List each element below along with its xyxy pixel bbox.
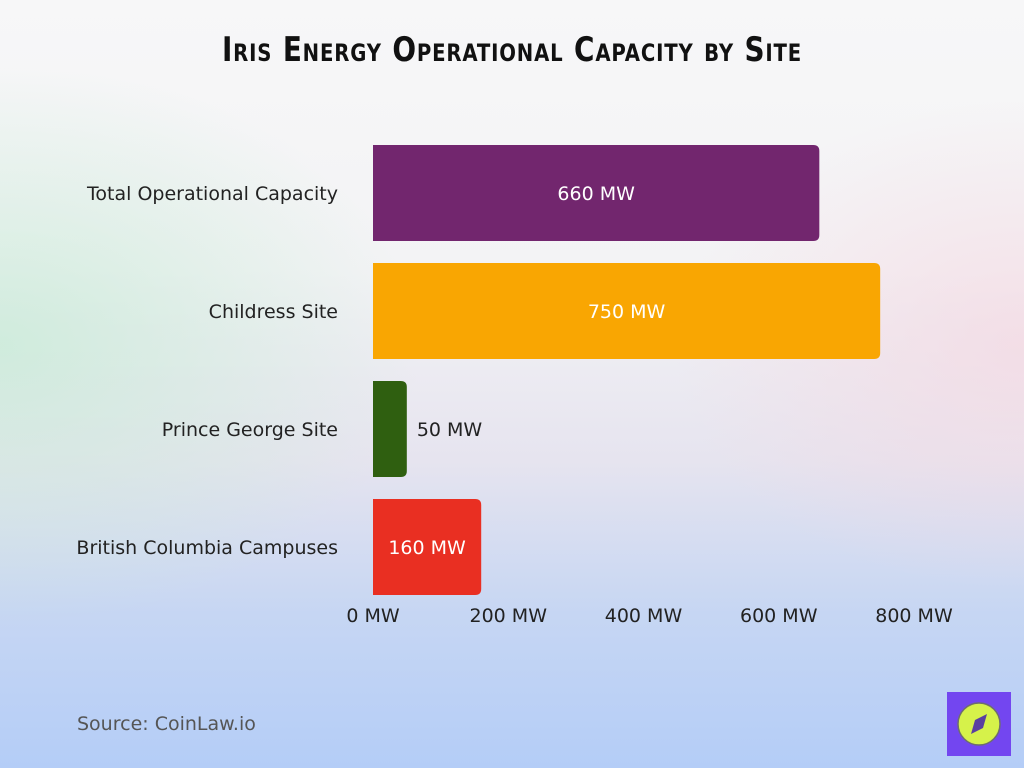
data-label: 660 MW (557, 183, 635, 205)
logo (947, 692, 1011, 756)
data-label: 50 MW (417, 419, 483, 441)
compass-icon (957, 702, 1001, 746)
bar (373, 145, 820, 241)
source-note: Source: CoinLaw.io (77, 713, 256, 735)
chart-title: Iris Energy Operational Capacity by Site (221, 30, 802, 70)
category-label: Prince George Site (162, 419, 338, 441)
data-label: 160 MW (388, 537, 466, 559)
category-label: Total Operational Capacity (86, 183, 338, 205)
x-tick-label: 800 MW (875, 605, 953, 627)
bar (373, 499, 482, 595)
x-tick-label: 0 MW (346, 605, 400, 627)
category-label: British Columbia Campuses (76, 537, 338, 559)
x-tick-label: 600 MW (740, 605, 818, 627)
data-label: 750 MW (588, 301, 666, 323)
category-label: Childress Site (209, 301, 338, 323)
x-tick-label: 200 MW (470, 605, 548, 627)
bar (373, 263, 881, 359)
bar (373, 381, 407, 477)
x-tick-label: 400 MW (605, 605, 683, 627)
